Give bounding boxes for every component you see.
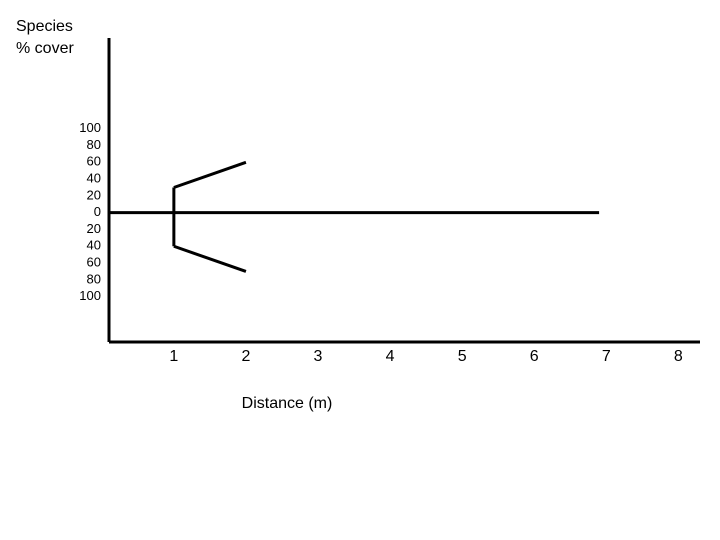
y-tick-label: 60 <box>87 254 101 269</box>
x-axis-label: Distance (m) <box>242 395 333 412</box>
x-tick-label: 4 <box>386 348 395 365</box>
y-tick-label: 80 <box>87 271 101 286</box>
y-tick-label: 0 <box>94 204 101 219</box>
y-tick-label: 100 <box>79 288 101 303</box>
x-tick-label: 5 <box>458 348 467 365</box>
data-line <box>173 160 247 189</box>
y-tick-label: 100 <box>79 120 101 135</box>
y-axis-label: Species % cover <box>16 18 74 57</box>
y-tick-label: 80 <box>87 137 101 152</box>
x-tick-label: 2 <box>241 348 250 365</box>
x-tick-label: 1 <box>169 348 178 365</box>
y-tick-label: 60 <box>87 154 101 169</box>
x-tick-label: 6 <box>530 348 539 365</box>
x-tick-label: 8 <box>674 348 683 365</box>
y-tick-label: 20 <box>87 221 101 236</box>
y-tick-label: 40 <box>87 171 101 186</box>
y-tick-label: 40 <box>87 238 101 253</box>
data-line <box>173 244 247 273</box>
y-tick-label: 20 <box>87 187 101 202</box>
x-tick-label: 3 <box>314 348 323 365</box>
x-tick-label: 7 <box>602 348 611 365</box>
